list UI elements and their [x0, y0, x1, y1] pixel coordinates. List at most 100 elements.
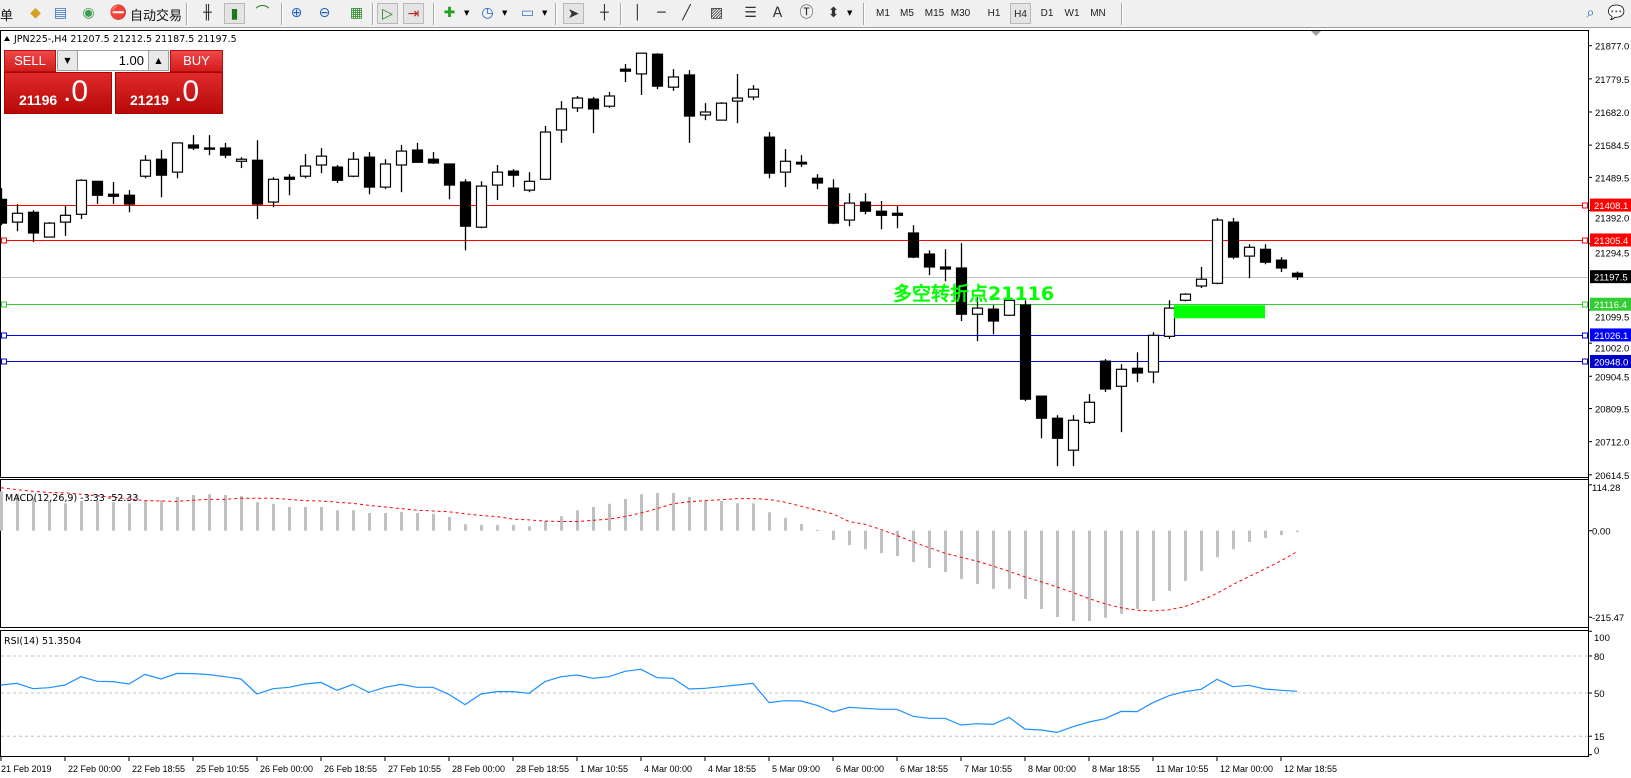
line-anchor-handle[interactable] — [1582, 301, 1588, 308]
line-chart-icon[interactable]: ⌒ — [255, 5, 270, 21]
macd-histogram-bar — [80, 500, 83, 531]
market-watch-icon[interactable]: ◆ — [30, 5, 41, 21]
macd-histogram-bar — [912, 530, 915, 563]
timeframe-d1[interactable]: D1 — [1040, 8, 1054, 19]
candle-body-bull — [139, 159, 152, 177]
macd-histogram-bar — [944, 530, 947, 573]
timeframe-m1[interactable]: M1 — [876, 8, 890, 19]
chart-shift-marker[interactable] — [1311, 31, 1321, 36]
lot-size-input[interactable]: 1.00 — [78, 50, 148, 71]
turning-point-annotation[interactable]: 多空转折点21116 — [893, 282, 1054, 305]
new-indicator-icon[interactable]: ✚ — [443, 5, 456, 21]
candle-body-bear — [955, 267, 968, 315]
candle-body-bull — [635, 52, 648, 75]
candle — [459, 179, 472, 251]
bar-chart-icon[interactable]: ╫ — [203, 5, 212, 21]
macd-histogram-bar — [432, 513, 435, 531]
price-axis-label: 20809.5 — [1595, 405, 1629, 416]
candle-body-bull — [539, 131, 552, 180]
zoom-out-icon[interactable]: ⊖ — [318, 5, 331, 21]
timeframe-h4[interactable]: H4 — [1010, 3, 1031, 24]
candle-body-bear — [619, 68, 632, 72]
timeframe-w1[interactable]: W1 — [1064, 8, 1080, 19]
line-anchor-handle[interactable] — [1, 237, 7, 244]
crosshair-icon[interactable]: ┼ — [600, 5, 609, 21]
auto-trading-button[interactable]: 自动交易 — [130, 9, 183, 24]
templates-icon[interactable]: ▭ — [520, 5, 535, 21]
tile-windows-icon[interactable]: ▦ — [349, 5, 364, 21]
collapse-triangle-icon[interactable] — [4, 36, 10, 41]
horizontal-line-icon[interactable]: ─ — [657, 5, 666, 21]
buy-button[interactable]: BUY — [170, 50, 223, 72]
timeframe-mn[interactable]: MN — [1090, 8, 1106, 19]
chat-icon[interactable]: 💬 — [1607, 5, 1626, 21]
line-anchor-handle[interactable] — [1582, 202, 1588, 209]
price-line-label: 21116.4 — [1594, 300, 1627, 311]
lot-increase-button[interactable]: ▲ — [148, 50, 169, 71]
candle — [203, 135, 216, 156]
toolbar-separator — [372, 3, 374, 25]
lot-decrease-button[interactable]: ▼ — [57, 50, 78, 71]
highlight-rectangle[interactable] — [1174, 305, 1265, 319]
line-anchor-handle[interactable] — [1582, 358, 1588, 365]
candle — [715, 102, 728, 121]
auto-scroll-icon[interactable]: ▷ — [377, 3, 398, 24]
line-anchor-handle[interactable] — [1582, 332, 1588, 339]
macd-panel[interactable] — [0, 479, 1589, 628]
macd-histogram-bar — [1168, 530, 1171, 591]
dropdown-arrow-icon[interactable]: ▼ — [542, 9, 548, 17]
vertical-line-icon[interactable]: │ — [633, 5, 642, 21]
macd-histogram-bar — [144, 500, 147, 531]
timeframe-h1[interactable]: H1 — [987, 8, 1001, 19]
chart-shift-icon[interactable]: ⇥ — [403, 3, 424, 24]
toolbar-separator — [186, 3, 188, 25]
text-icon[interactable]: A — [772, 5, 783, 21]
sell-price-button[interactable]: 21196 .0 — [4, 72, 112, 114]
zoom-in-icon[interactable]: ⊕ — [290, 5, 303, 21]
dropdown-arrow-icon[interactable]: ▼ — [502, 9, 508, 17]
timeframe-m15[interactable]: M15 — [924, 8, 945, 19]
time-axis-label: 6 Mar 00:00 — [836, 764, 884, 774]
candle — [635, 52, 648, 95]
timeframe-m5[interactable]: M5 — [900, 8, 914, 19]
sell-button[interactable]: SELL — [4, 50, 56, 72]
auto-trading-icon[interactable]: ⛔ — [109, 5, 128, 21]
buy-price-button[interactable]: 21219 .0 — [115, 72, 223, 114]
candle-body-bear — [1227, 221, 1240, 258]
line-anchor-handle[interactable] — [1, 358, 7, 365]
line-anchor-handle[interactable] — [1, 332, 7, 339]
cursor-icon[interactable]: ➤ — [563, 3, 584, 24]
macd-signal-line — [0, 487, 1298, 612]
price-axis-label: 21877.0 — [1595, 42, 1629, 53]
arrows-icon[interactable]: ⬍ — [827, 5, 840, 21]
line-anchor-handle[interactable] — [1582, 237, 1588, 244]
new-order-label[interactable]: 单 — [0, 9, 14, 24]
trendline-icon[interactable]: ╱ — [682, 5, 691, 21]
navigator-icon[interactable]: ▤ — [53, 5, 68, 21]
text-label-icon[interactable]: Ⓣ — [799, 5, 814, 21]
candle — [1083, 394, 1096, 425]
timeframe-m30[interactable]: M30 — [950, 8, 971, 19]
macd-histogram-bar — [240, 496, 243, 531]
candle — [27, 210, 40, 243]
macd-histogram-bar — [576, 510, 579, 531]
time-axis-label: 5 Mar 09:00 — [772, 764, 820, 774]
fibonacci-channel-icon[interactable]: ▨ — [709, 5, 724, 21]
fibonacci-retracement-icon[interactable]: ☰ — [744, 5, 757, 21]
line-anchor-handle[interactable] — [1, 301, 7, 308]
candlestick-chart-icon[interactable]: ▮ — [224, 3, 245, 24]
candle-body-bear — [651, 53, 664, 87]
main-chart-panel[interactable] — [0, 30, 1589, 478]
time-axis-label: 4 Mar 00:00 — [644, 764, 692, 774]
dropdown-arrow-icon[interactable]: ▼ — [847, 9, 853, 17]
signals-icon[interactable]: ◉ — [82, 5, 95, 21]
candle — [91, 180, 104, 205]
candle — [1067, 415, 1080, 467]
candle-body-bear — [923, 253, 936, 268]
search-icon[interactable]: ⌕ — [1586, 5, 1595, 21]
dropdown-arrow-icon[interactable]: ▼ — [464, 9, 470, 17]
arrow-down-icon: ▼ — [64, 56, 71, 65]
periods-clock-icon[interactable]: ◷ — [481, 5, 494, 21]
macd-axis-label: -215.47 — [1592, 613, 1624, 624]
